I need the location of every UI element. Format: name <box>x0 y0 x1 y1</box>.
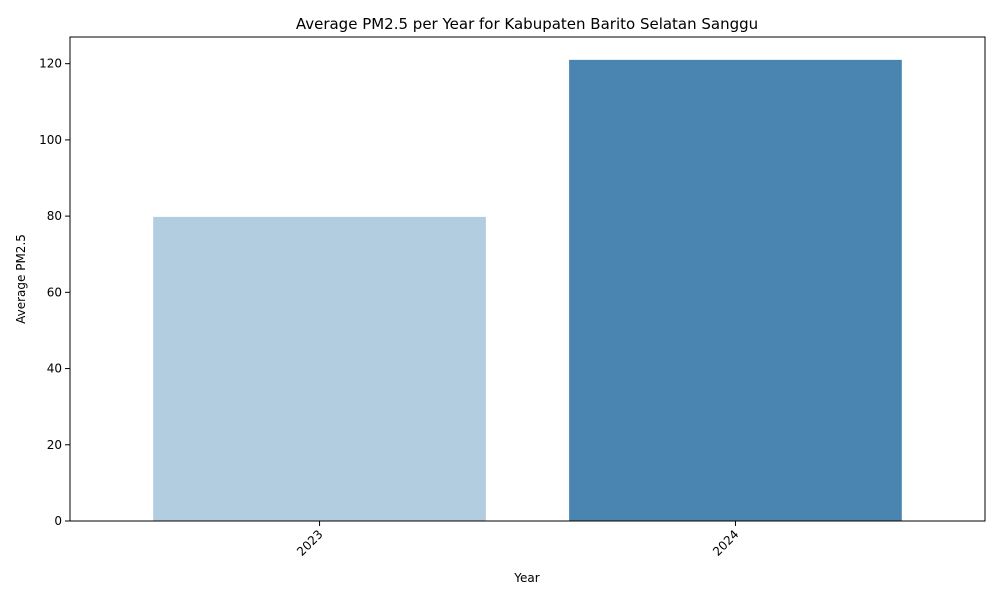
bar-2024 <box>569 59 902 521</box>
x-tick-label-2023: 2023 <box>294 527 325 558</box>
y-tick-label-40: 40 <box>47 362 62 376</box>
y-tick-label-80: 80 <box>47 209 62 223</box>
x-tick-label-2024: 2024 <box>710 527 741 558</box>
y-axis-ticks: 0 20 40 60 80 100 120 <box>39 57 70 528</box>
bars-group <box>153 59 902 521</box>
y-tick-label-20: 20 <box>47 438 62 452</box>
y-tick-label-100: 100 <box>39 133 62 147</box>
x-axis-ticks: 2023 2024 <box>294 521 742 559</box>
y-axis-label: Average PM2.5 <box>14 234 28 324</box>
bar-2023 <box>153 216 486 521</box>
x-axis-label: Year <box>513 571 539 585</box>
y-tick-label-60: 60 <box>47 285 62 299</box>
chart-title: Average PM2.5 per Year for Kabupaten Bar… <box>296 15 758 33</box>
plot-frame <box>69 36 986 522</box>
y-tick-label-120: 120 <box>39 57 62 71</box>
y-tick-label-0: 0 <box>54 514 62 528</box>
